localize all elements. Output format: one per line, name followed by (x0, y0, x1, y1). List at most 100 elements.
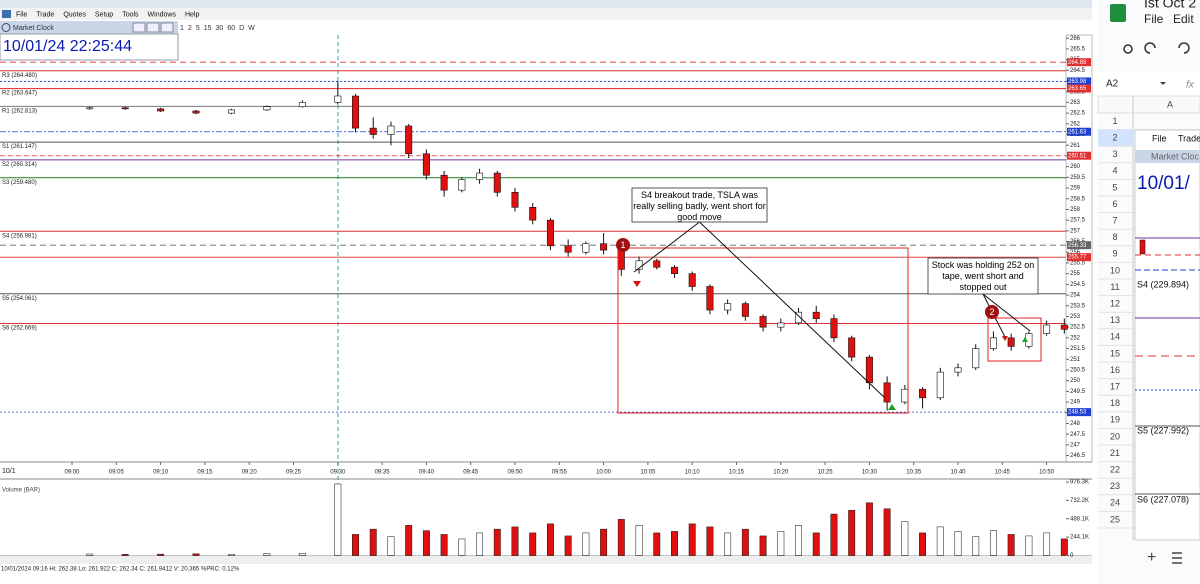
price-tag (1067, 408, 1091, 417)
candle-body (564, 245, 572, 253)
menu-item[interactable]: Tools (122, 11, 139, 18)
x-tick-label: 10:40 (950, 470, 966, 476)
volume-bar (157, 553, 165, 556)
volume-bar (1007, 534, 1015, 556)
candle-body (830, 318, 838, 339)
interval-button[interactable]: 1 (180, 25, 184, 32)
volume-bar (671, 531, 678, 556)
y-tick-label: 256 (1070, 250, 1081, 256)
dropdown-icon[interactable] (1160, 82, 1166, 85)
menu-item[interactable]: Setup (95, 11, 113, 18)
clock-time: 10/01/24 22:25:44 (3, 38, 132, 55)
candle-body (919, 388, 927, 399)
candle-body (670, 266, 678, 274)
y-tick-label: 250 (1070, 378, 1081, 384)
sheet-menu[interactable]: Edit (1173, 12, 1194, 26)
candle-body (617, 249, 625, 270)
candle-body (795, 311, 803, 324)
menu-item[interactable]: Trade (36, 11, 54, 18)
volume-bar (422, 530, 430, 556)
x-tick-label: 09:55 (552, 470, 568, 476)
interval-button[interactable]: 30 (216, 25, 224, 32)
interval-button[interactable]: 2 (188, 25, 192, 32)
volume-bar (493, 528, 501, 556)
annotation-text: Stock was holding 252 on tape, went shor… (931, 260, 1035, 292)
menu-item[interactable]: Quotes (63, 11, 86, 18)
row-number: 2 (1112, 132, 1117, 142)
row-number: 25 (1110, 514, 1120, 524)
x-tick-label: 09:20 (242, 470, 258, 476)
volume-bar (830, 513, 838, 556)
x-tick-label: 10:30 (862, 470, 878, 476)
row-number: 3 (1112, 149, 1117, 159)
volume-bar (954, 531, 962, 556)
volume-bar (1025, 535, 1033, 556)
interval-button[interactable]: 15 (204, 25, 212, 32)
x-tick-label: 09:00 (64, 470, 80, 476)
y-tick-label: 249 (1070, 400, 1081, 406)
annotation-arrow (633, 221, 700, 273)
candle-body (1043, 324, 1051, 334)
y-tick-label: 248 (1070, 421, 1081, 427)
entry-arrow (1002, 336, 1008, 341)
row-number: 1 (1112, 116, 1117, 126)
volume-bar (777, 531, 785, 556)
volume-bar (387, 536, 395, 556)
candle-body (1007, 337, 1015, 347)
undo-icon[interactable] (1144, 42, 1156, 54)
interval-button[interactable]: W (248, 25, 255, 32)
entry-arrow (633, 281, 641, 287)
pivot-label: R3 (264.480) (2, 73, 37, 79)
scrollbar[interactable] (0, 556, 1092, 564)
candle-body (440, 174, 448, 191)
clock-title: Market Clock (13, 25, 54, 32)
interval-button[interactable]: 5 (196, 25, 200, 32)
y-tick-label: 255.5 (1070, 261, 1086, 267)
candle-body (493, 172, 501, 193)
menu-item[interactable]: File (16, 11, 27, 18)
candle-body (546, 219, 554, 247)
pivot-label: R1 (262.813) (2, 109, 37, 115)
name-box[interactable]: A2 (1106, 79, 1119, 90)
redo-icon[interactable] (1178, 42, 1190, 54)
row-number: 16 (1110, 365, 1120, 375)
volume-bar (617, 519, 625, 556)
row-number: 15 (1110, 348, 1120, 358)
interval-button[interactable]: D (239, 25, 244, 32)
candle-body (865, 356, 873, 384)
pivot-label: S3 (259.480) (2, 180, 37, 186)
mini-text: S6 (227.078) (1137, 494, 1189, 504)
search-icon[interactable] (1123, 44, 1133, 54)
menu-item[interactable]: Help (185, 11, 200, 18)
x-tick-label: 10:45 (995, 470, 1011, 476)
max-button[interactable] (146, 22, 160, 33)
add-sheet[interactable]: + (1147, 549, 1156, 566)
candle-body (989, 337, 997, 349)
row-number: 6 (1112, 199, 1117, 209)
y-tick-label: 262 (1070, 121, 1081, 127)
volume-bar (635, 525, 643, 556)
volume-tick-label: 244.1K (1070, 535, 1089, 541)
candle-body (777, 322, 785, 328)
candle-body (883, 382, 891, 403)
close-button[interactable] (160, 22, 174, 33)
interval-button[interactable]: 60 (227, 25, 235, 32)
x-tick-label: 10:20 (773, 470, 789, 476)
candle-body (954, 367, 962, 373)
pivot-label: S2 (260.314) (2, 162, 37, 168)
sheet-menu[interactable]: File (1144, 12, 1164, 26)
sheets-list[interactable] (1172, 552, 1182, 564)
clock-box (0, 33, 179, 61)
volume-title: Volume (BAR) (2, 488, 40, 494)
menu-item[interactable]: Windows (148, 11, 177, 18)
volume-bar (121, 554, 129, 556)
candle-body (741, 303, 749, 317)
price-tag-label: 263.65 (1068, 86, 1087, 92)
volume-bar (901, 521, 909, 556)
y-tick-label: 255 (1070, 271, 1081, 277)
pivot-label: S1 (261.147) (2, 144, 37, 150)
candle-body (458, 179, 466, 191)
min-button[interactable] (132, 22, 146, 33)
y-tick-label: 253.5 (1070, 303, 1086, 309)
